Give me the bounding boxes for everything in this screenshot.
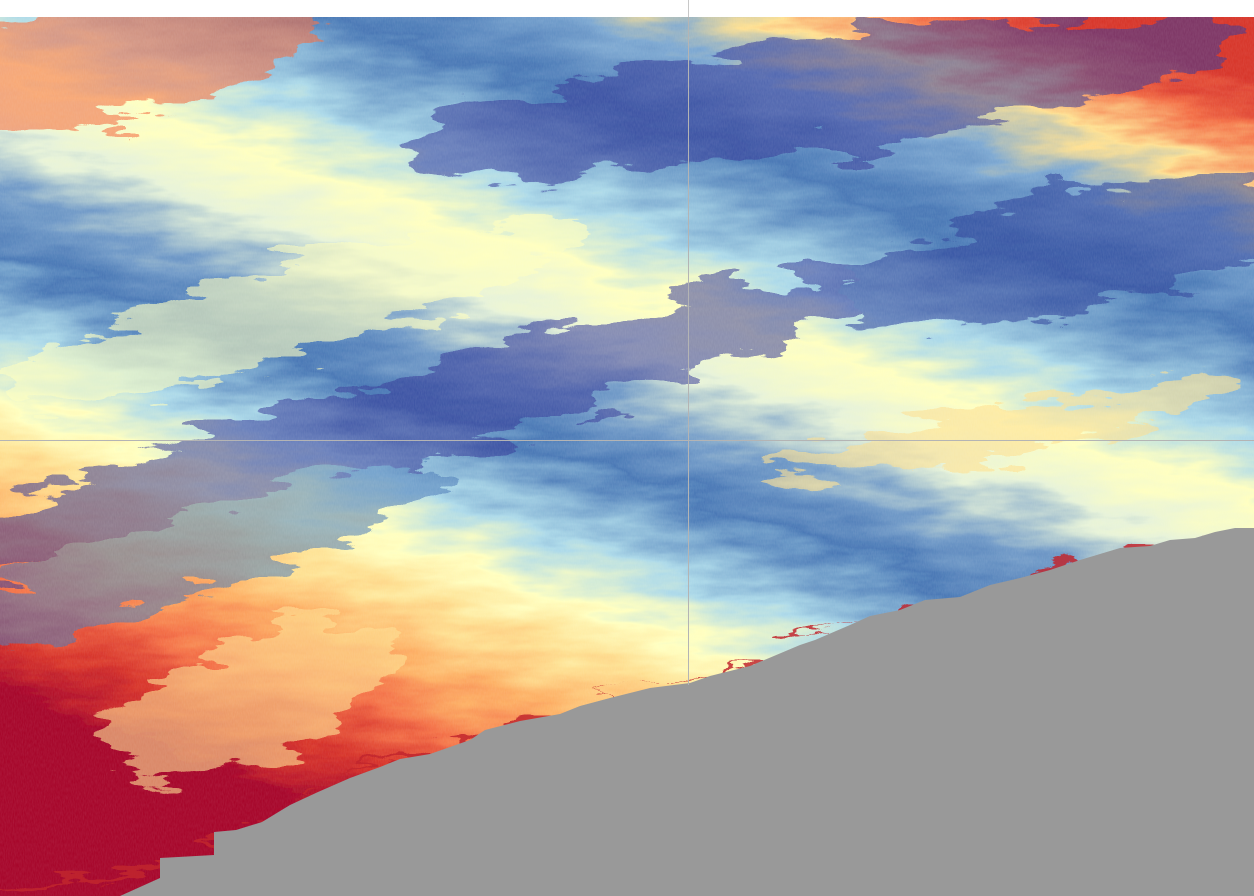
- map-top-blank-strip: [0, 0, 1254, 17]
- land-mask: [120, 528, 1254, 896]
- lat-lon-gridlines: [0, 0, 1254, 685]
